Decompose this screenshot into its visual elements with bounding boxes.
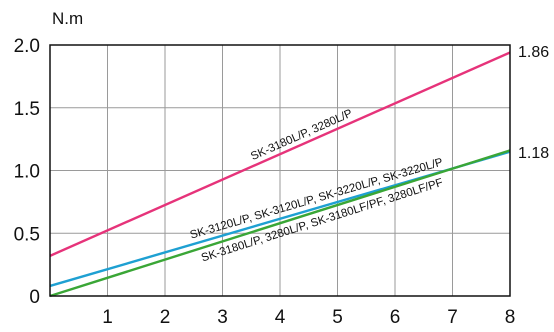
- x-tick-label: 7: [447, 307, 458, 328]
- x-tick-label: 8: [505, 307, 516, 328]
- x-tick-labels: 1 2 3 4 5 6 7 8: [102, 307, 515, 328]
- series-line-0: [49, 51, 511, 257]
- y-axis-label: N.m: [52, 9, 83, 28]
- grid: [50, 45, 510, 296]
- x-tick-label: 4: [275, 307, 286, 328]
- x-tick-label: 6: [390, 307, 401, 328]
- y-tick-label: 1.5: [14, 99, 40, 120]
- end-value-label-bottom: 1.18: [518, 145, 549, 162]
- y-tick-label: 0.5: [14, 224, 40, 245]
- y-tick-label: 0: [29, 287, 40, 308]
- x-tick-label: 5: [332, 307, 343, 328]
- plot-frame: [49, 44, 511, 297]
- y-tick-label: 2.0: [14, 36, 40, 57]
- y-tick-labels: 0 0.5 1.0 1.5 2.0: [14, 36, 40, 308]
- y-tick-label: 1.0: [14, 162, 40, 183]
- x-tick-label: 2: [160, 307, 171, 328]
- end-value-label-top: 1.86: [518, 44, 549, 61]
- series-layer: [49, 51, 511, 298]
- x-tick-label: 1: [102, 307, 113, 328]
- x-tick-label: 3: [217, 307, 228, 328]
- series-line-2: [49, 149, 511, 298]
- series-label-pink: SK-3180L/P, 3280L/P: [249, 107, 355, 162]
